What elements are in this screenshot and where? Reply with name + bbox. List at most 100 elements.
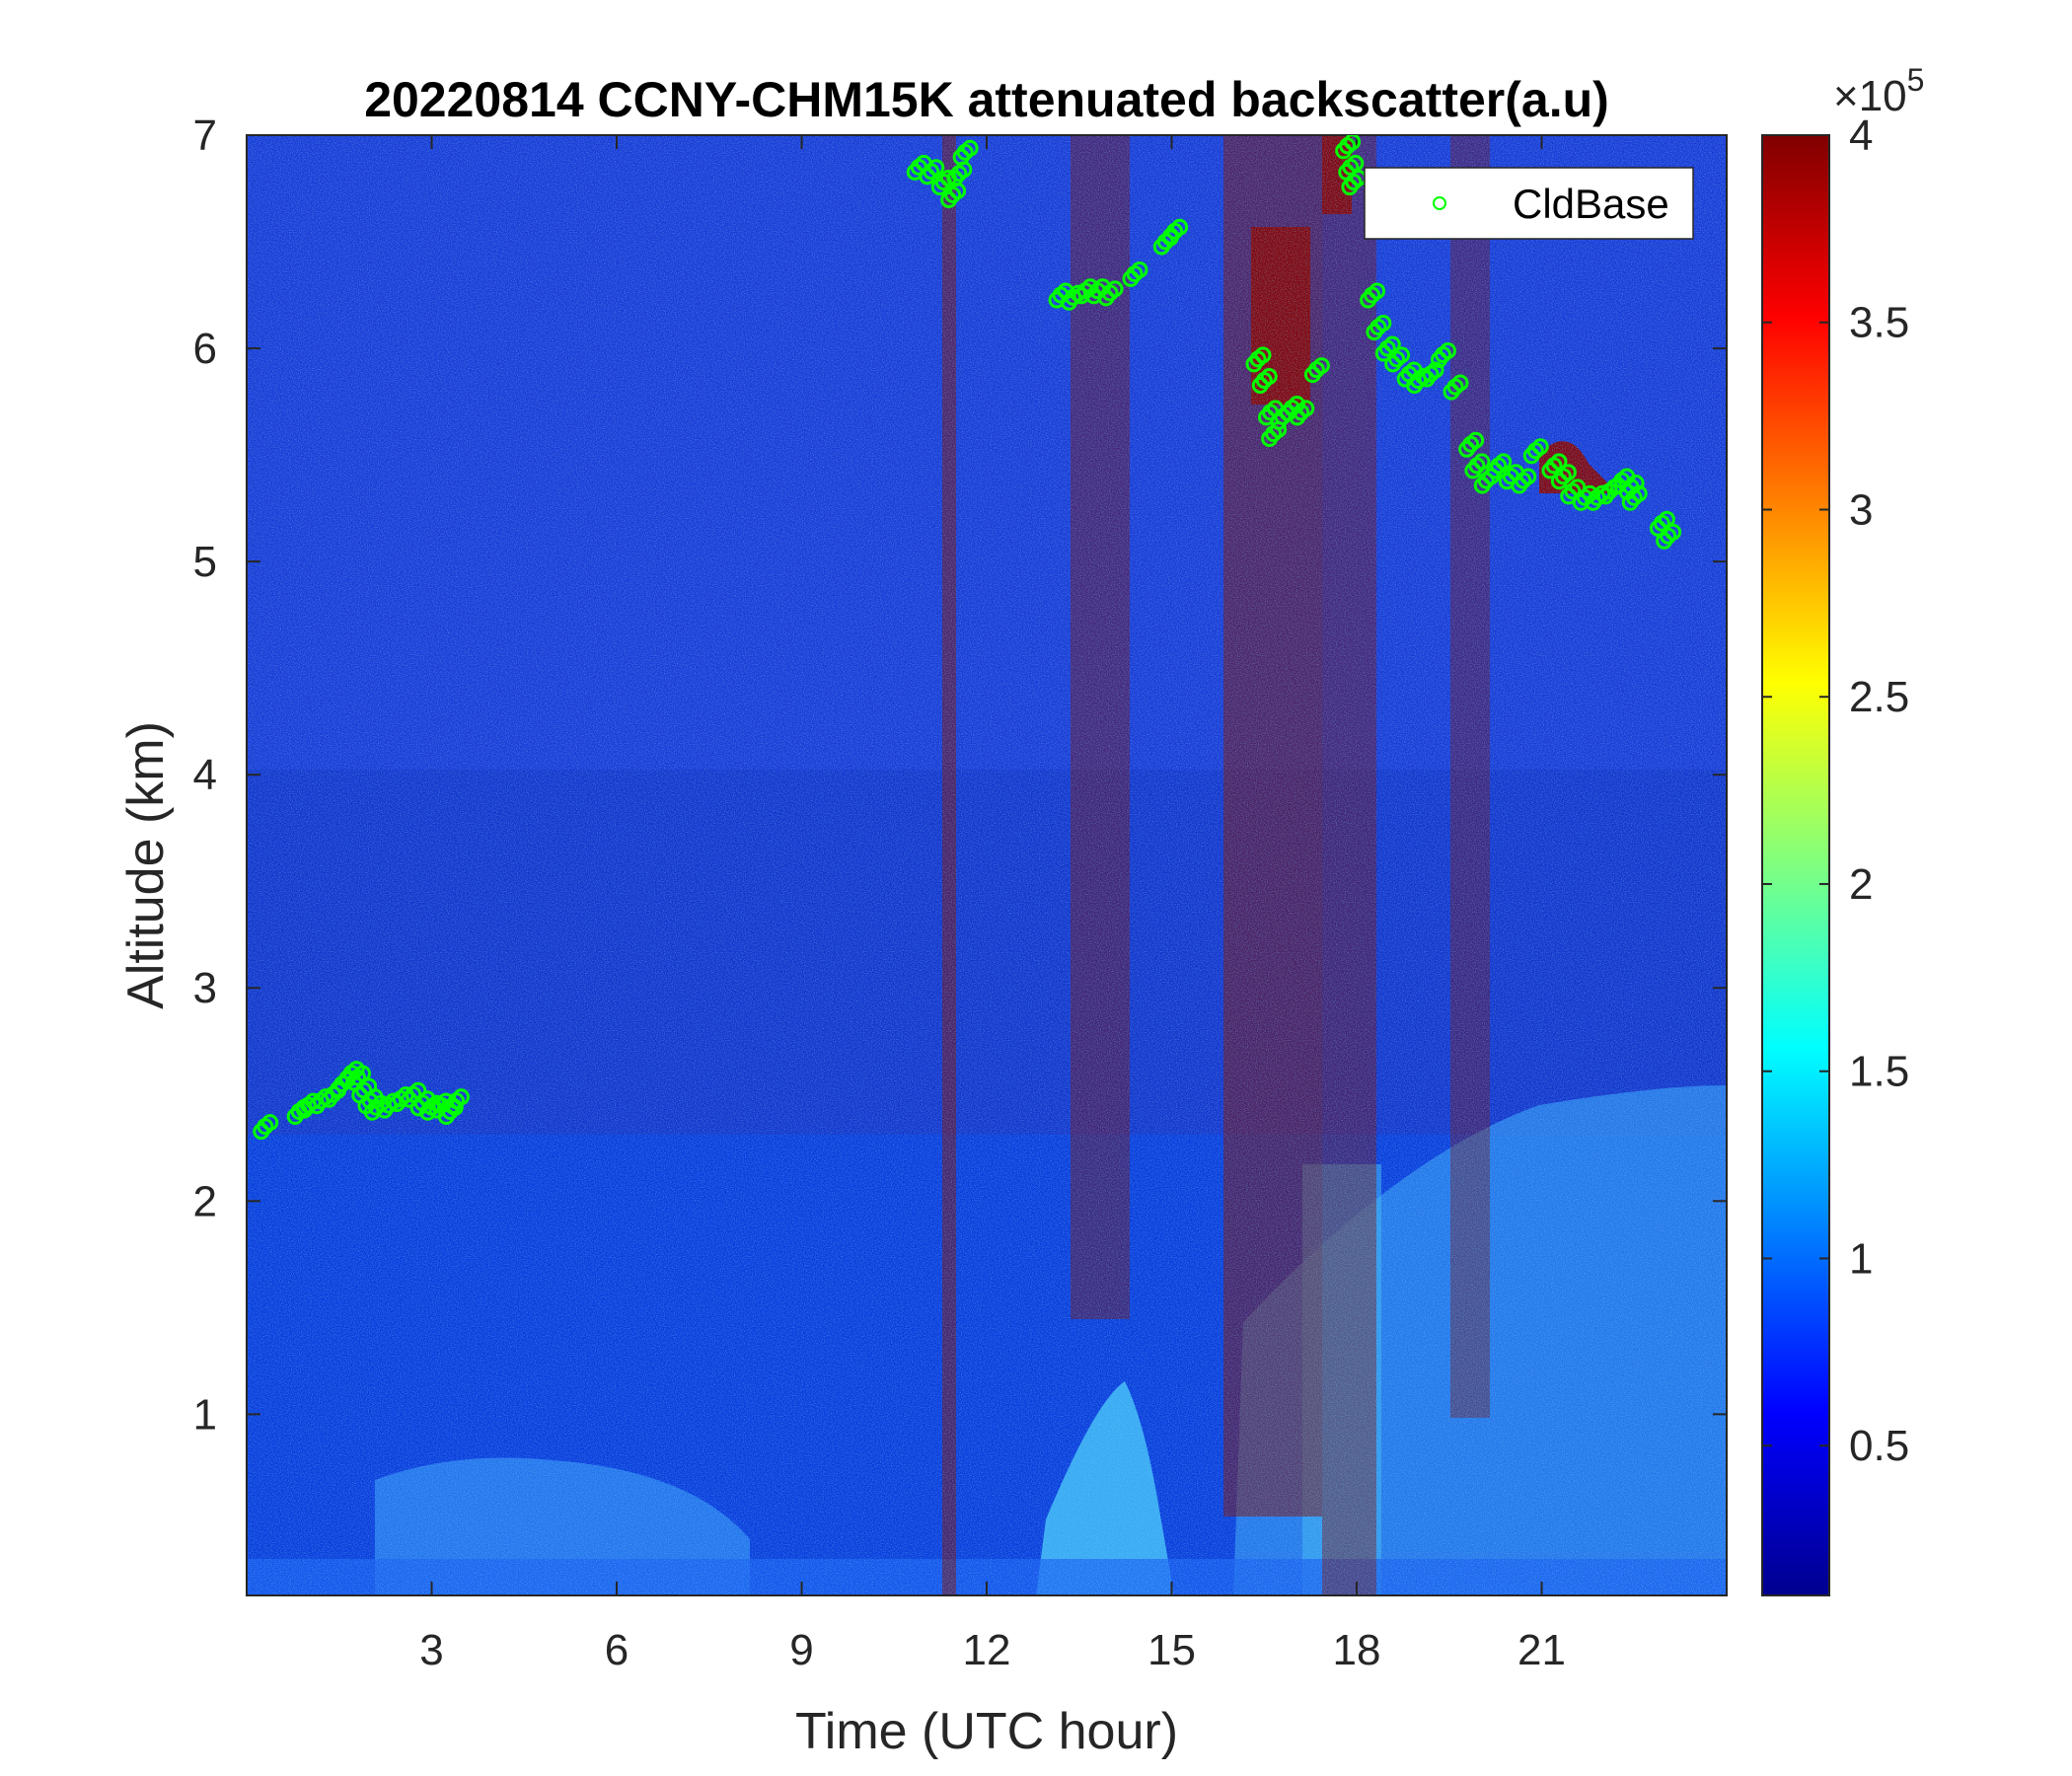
cldbase-point [1418, 370, 1436, 388]
cldbase-point [1245, 355, 1263, 373]
colorbar-exponent-label: ×105 [1833, 62, 1924, 120]
cldbase-point [1467, 431, 1485, 449]
colorbar-tick-label: 3 [1849, 485, 1873, 534]
cldbase-point [1656, 532, 1673, 550]
y-tick-label: 5 [193, 538, 217, 586]
cldbase-point [1106, 280, 1124, 298]
cldbase-point [1374, 314, 1392, 332]
cldbase-point [1451, 374, 1469, 392]
cldbase-point [1297, 400, 1315, 417]
cldbase-point [1171, 218, 1189, 236]
y-tick-label: 3 [193, 964, 217, 1012]
cldbase-point [354, 1065, 371, 1082]
cldbase-point [1366, 323, 1383, 340]
cldbase-point [1443, 383, 1460, 401]
cldbase-point [419, 1103, 436, 1121]
cldbase-point [1341, 179, 1359, 196]
cldbase-point [1495, 453, 1513, 471]
cldbase-point [1406, 376, 1423, 394]
cldbase-point [930, 179, 948, 196]
x-tick-label: 9 [789, 1626, 813, 1674]
cldbase-point [1383, 335, 1401, 353]
cldbase-point [444, 1097, 461, 1115]
cldbase-point [1289, 408, 1306, 426]
cldbase-point [1621, 493, 1639, 511]
legend-marker-icon [1433, 196, 1446, 210]
colorbar-tick-label: 2.5 [1849, 673, 1909, 721]
cldbase-point [1458, 440, 1476, 458]
colorbar-tick-label: 3.5 [1849, 299, 1909, 347]
cldbase-point [1531, 438, 1549, 456]
colorbar-gradient [1762, 135, 1829, 1595]
colorbar-tick-label: 4 [1849, 111, 1873, 160]
legend-box [1364, 167, 1694, 240]
y-tick-label: 1 [193, 1390, 217, 1439]
y-tick-label: 4 [193, 751, 217, 799]
colorbar-tick-label: 0.5 [1849, 1422, 1909, 1470]
y-tick-label: 7 [193, 111, 217, 160]
cldbase-point [1384, 355, 1402, 373]
cldbase-point [1347, 154, 1365, 172]
heatmap-background [247, 135, 1727, 1595]
cldbase-point [1393, 346, 1411, 364]
cldbase-point [946, 170, 964, 187]
cldbase-point [1162, 227, 1180, 245]
cldbase-point [1152, 238, 1170, 256]
chart-title: 20220814 CCNY-CHM15K attenuated backscat… [364, 72, 1609, 127]
y-axis-label: Altitude (km) [117, 721, 175, 1009]
cldbase-point [1464, 462, 1482, 480]
cldbase-point [1522, 447, 1540, 465]
cldbase-point [1550, 453, 1568, 471]
cldbase-point [1585, 493, 1602, 511]
colorbar-tick-label: 1.5 [1849, 1048, 1909, 1096]
cldbase-point [1122, 269, 1140, 287]
x-tick-label: 18 [1333, 1626, 1381, 1674]
cldbase-point [1344, 135, 1362, 151]
cldbase-point [1335, 142, 1353, 160]
cldbase-series [253, 135, 1682, 1141]
cldbase-point [1511, 477, 1528, 494]
cldbase-point [1427, 361, 1444, 379]
cldbase-point [1431, 351, 1447, 369]
cldbase-point [261, 1114, 279, 1132]
cldbase-point [1559, 464, 1577, 481]
cldbase-point [308, 1097, 326, 1115]
x-axis: 3 6 9 12 15 18 21 [419, 135, 1566, 1674]
cldbase-point [1541, 462, 1559, 480]
x-tick-label: 3 [419, 1626, 443, 1674]
cldbase-point [453, 1088, 470, 1106]
cldbase-point [1360, 291, 1377, 309]
cldbase-point [1596, 487, 1614, 505]
cldbase-point [1303, 366, 1321, 384]
cldbase-point [1658, 510, 1675, 528]
y-tick-label: 6 [193, 325, 217, 373]
cldbase-point [1374, 344, 1392, 362]
cldbase-point [376, 1101, 394, 1119]
cldbase-point [1260, 367, 1278, 385]
cldbase-point [919, 168, 936, 185]
cldbase-point [1440, 342, 1456, 360]
colorbar-tick-label: 2 [1849, 860, 1873, 909]
colorbar-tick-label: 1 [1849, 1234, 1873, 1283]
cldbase-point [952, 148, 970, 166]
cldbase-point [1131, 260, 1148, 278]
x-tick-label: 21 [1517, 1626, 1566, 1674]
x-tick-label: 15 [1147, 1626, 1196, 1674]
colorbar: 0.5 1 1.5 2 2.5 3 3.5 4 ×105 [1761, 62, 1924, 1596]
colorbar-ticks: 0.5 1 1.5 2 2.5 3 3.5 4 [1762, 111, 1909, 1470]
x-tick-label: 6 [605, 1626, 629, 1674]
cldbase-point [1251, 376, 1269, 394]
cldbase-point [1473, 453, 1491, 471]
cldbase-point [1473, 477, 1491, 494]
cldbase-point [940, 190, 958, 208]
cldbase-point [1312, 357, 1330, 375]
cldbase-point [1560, 487, 1578, 505]
cldbase-point [1270, 412, 1288, 430]
cldbase-point [321, 1090, 337, 1108]
legend: CldBase [1364, 167, 1694, 240]
cldbase-point [1649, 519, 1666, 537]
cldbase-point [1097, 289, 1115, 307]
cldbase-point [1261, 429, 1279, 447]
legend-entry-cldbase: CldBase [1513, 181, 1669, 227]
